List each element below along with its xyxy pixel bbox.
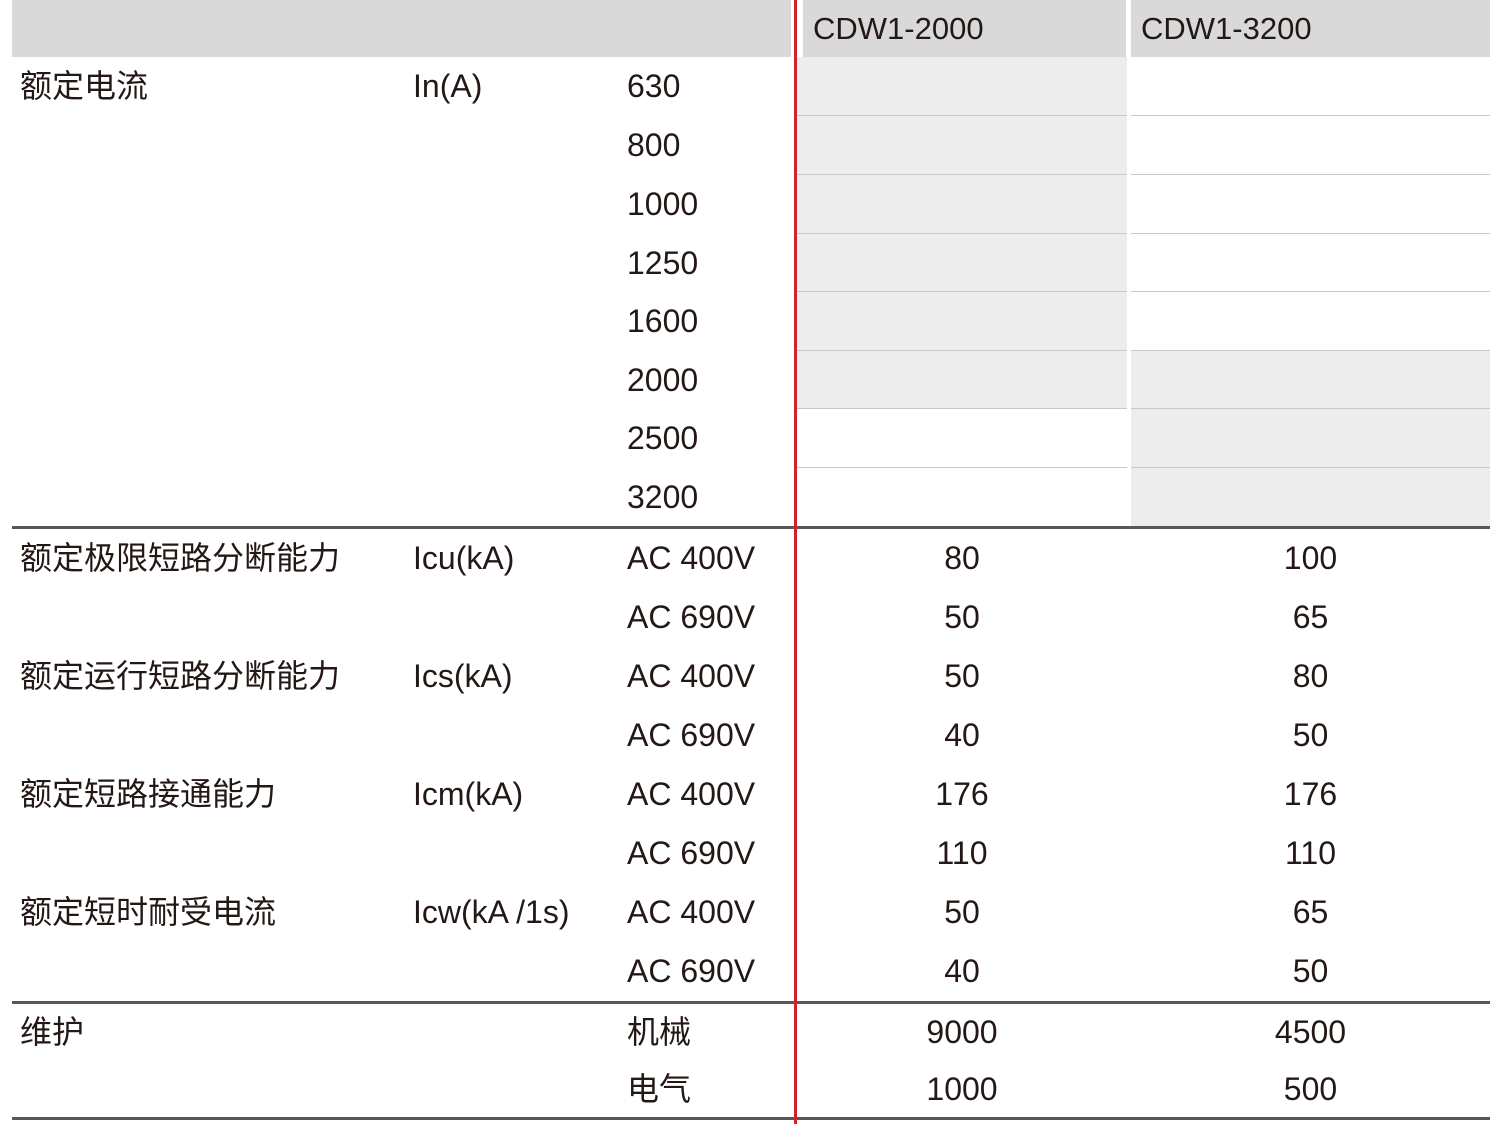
availability-cell [797, 351, 1127, 409]
value-cell: 50 [944, 894, 980, 930]
symbol-label: Icu(kA) [413, 540, 515, 576]
availability-cell [1131, 57, 1490, 116]
availability-cell [797, 292, 1127, 351]
red-accent-line [794, 0, 797, 1124]
availability-cell [797, 468, 1127, 526]
voltage-condition: AC 400V [627, 894, 756, 930]
value-cell: 110 [1284, 835, 1336, 871]
value-cell: 176 [1283, 776, 1338, 812]
value-cell: 65 [1292, 894, 1329, 930]
current-option: 800 [627, 127, 681, 163]
row-label: 额定短时耐受电流 [20, 894, 277, 930]
maintenance-type: 电气 [627, 1071, 692, 1107]
value-cell: 80 [944, 540, 980, 576]
availability-cell [1131, 292, 1490, 351]
current-option: 1000 [627, 186, 699, 222]
availability-cell [797, 116, 1127, 175]
availability-cell [1131, 234, 1490, 292]
section-divider [12, 1117, 1490, 1120]
symbol-label: Icw(kA /1s) [413, 894, 570, 930]
value-cell: 40 [944, 953, 980, 989]
availability-cell [1131, 468, 1490, 526]
symbol-label: Icm(kA) [413, 776, 524, 812]
row-label: 额定极限短路分断能力 [20, 540, 341, 576]
value-cell: 50 [944, 658, 980, 694]
section-divider [12, 1001, 1490, 1004]
voltage-condition: AC 690V [627, 835, 756, 871]
model-name: CDW1-2000 [813, 10, 984, 46]
availability-cell [797, 175, 1127, 234]
value-cell: 50 [944, 599, 980, 635]
header-spacer-block [12, 0, 791, 57]
availability-cell [797, 409, 1127, 468]
row-label: 额定短路接通能力 [20, 776, 277, 812]
availability-cell [1131, 409, 1490, 468]
row-label: 额定电流 [20, 68, 149, 104]
availability-cell [1131, 351, 1490, 409]
value-cell: 4500 [1274, 1014, 1347, 1050]
model-name: CDW1-3200 [1141, 10, 1312, 46]
current-option: 1250 [627, 245, 699, 281]
voltage-condition: AC 690V [627, 599, 756, 635]
value-cell: 100 [1283, 540, 1338, 576]
voltage-condition: AC 690V [627, 717, 756, 753]
voltage-condition: AC 400V [627, 658, 756, 694]
value-cell: 110 [936, 835, 988, 871]
value-cell: 176 [935, 776, 989, 812]
symbol-label: Ics(kA) [413, 658, 513, 694]
voltage-condition: AC 690V [627, 953, 756, 989]
row-label: 维护 [20, 1014, 85, 1050]
section-divider [12, 526, 1490, 529]
value-cell: 50 [1292, 953, 1329, 989]
current-option: 630 [627, 68, 681, 104]
current-option: 1600 [627, 303, 699, 339]
value-cell: 9000 [926, 1014, 998, 1050]
value-cell: 50 [1292, 717, 1329, 753]
voltage-condition: AC 400V [627, 540, 756, 576]
model-column-header-cdw1-2000: CDW1-2000 [803, 0, 1126, 57]
voltage-condition: AC 400V [627, 776, 756, 812]
value-cell: 500 [1283, 1071, 1338, 1107]
availability-cell [797, 234, 1127, 292]
availability-cell [797, 57, 1127, 116]
current-option: 2500 [627, 420, 699, 456]
value-cell: 65 [1292, 599, 1329, 635]
availability-cell [1131, 175, 1490, 234]
value-cell: 40 [944, 717, 980, 753]
availability-cell [1131, 116, 1490, 175]
current-option: 2000 [627, 362, 699, 398]
value-cell: 80 [1292, 658, 1329, 694]
symbol-label: In(A) [413, 68, 483, 104]
model-column-header-cdw1-3200: CDW1-3200 [1131, 0, 1490, 57]
current-option: 3200 [627, 479, 699, 515]
value-cell: 1000 [926, 1071, 998, 1107]
maintenance-type: 机械 [627, 1014, 692, 1050]
row-label: 额定运行短路分断能力 [20, 658, 341, 694]
